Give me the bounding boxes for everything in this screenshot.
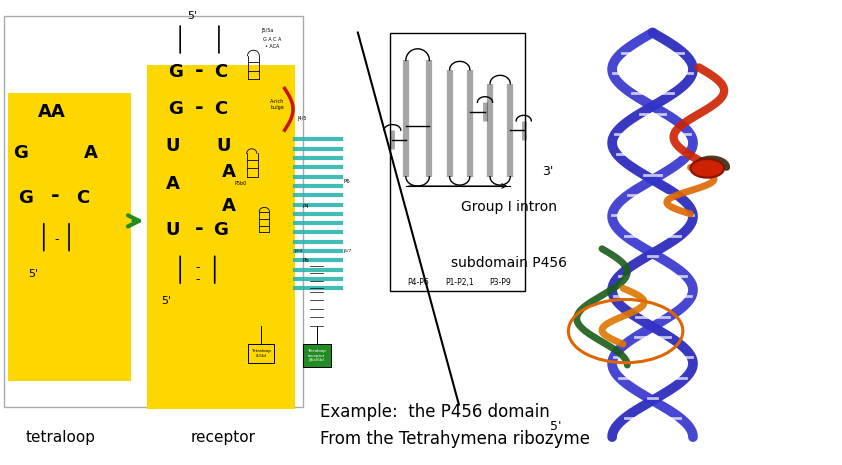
Circle shape [690,159,724,178]
Text: J6/7: J6/7 [344,249,352,253]
Text: AA: AA [39,103,66,120]
Text: P1-P2,1: P1-P2,1 [445,278,474,287]
Bar [303,344,331,367]
Text: Tetraloop
receptor
(J6a/6b): Tetraloop receptor (J6a/6b) [307,349,326,362]
Text: J4/5: J4/5 [296,116,306,121]
Text: From the Tetrahymena ribozyme: From the Tetrahymena ribozyme [320,431,590,448]
Text: G: G [168,100,183,118]
Text: 5': 5' [29,269,39,279]
Text: G: G [18,189,33,206]
Text: C: C [76,189,89,206]
Text: C: C [214,63,227,81]
Bar [147,65,295,409]
Bar [8,93,131,381]
Text: subdomain P456: subdomain P456 [451,256,568,270]
Text: Example:  the P456 domain: Example: the P456 domain [320,403,550,420]
Text: -: - [195,98,203,118]
Text: A: A [84,145,98,162]
Text: G: G [168,63,183,81]
Text: J3/4: J3/4 [294,249,302,253]
Text: -: - [195,60,203,81]
Text: -: - [195,273,200,286]
Text: receptor: receptor [190,430,256,445]
Text: P3-P9: P3-P9 [489,278,511,287]
Text: A: A [222,163,236,181]
Text: U: U [165,138,180,155]
Text: • ACA: • ACA [264,44,280,49]
Text: P4-P6: P4-P6 [407,278,429,287]
Text: P4: P4 [302,205,309,209]
Text: A: A [222,197,236,214]
Text: U: U [216,138,231,155]
Bar [4,16,303,407]
Text: 5': 5' [187,11,197,21]
Bar [248,344,274,363]
Text: -: - [51,186,59,206]
Text: 3': 3' [541,165,553,178]
Text: 5': 5' [550,420,562,433]
Text: A-rich
bulge: A-rich bulge [270,99,284,110]
Text: C: C [214,100,227,118]
Text: 5': 5' [161,296,171,306]
Text: U: U [165,221,180,239]
Text: -: - [195,261,200,274]
Bar [390,33,525,291]
Text: P6: P6 [344,179,350,184]
Text: Tetraloop
(L5b): Tetraloop (L5b) [251,349,271,358]
Text: A: A [166,175,179,193]
Text: G A C A: G A C A [263,37,281,42]
Text: tetraloop: tetraloop [25,430,96,445]
Text: -: - [54,233,59,246]
Text: Pb: Pb [302,258,309,263]
Text: G: G [13,145,29,162]
Text: P5b0: P5b0 [234,181,247,186]
Text: J5/5a: J5/5a [262,28,274,33]
Text: G: G [213,221,228,239]
Text: -: - [195,219,203,239]
Text: Group I intron: Group I intron [461,200,557,214]
